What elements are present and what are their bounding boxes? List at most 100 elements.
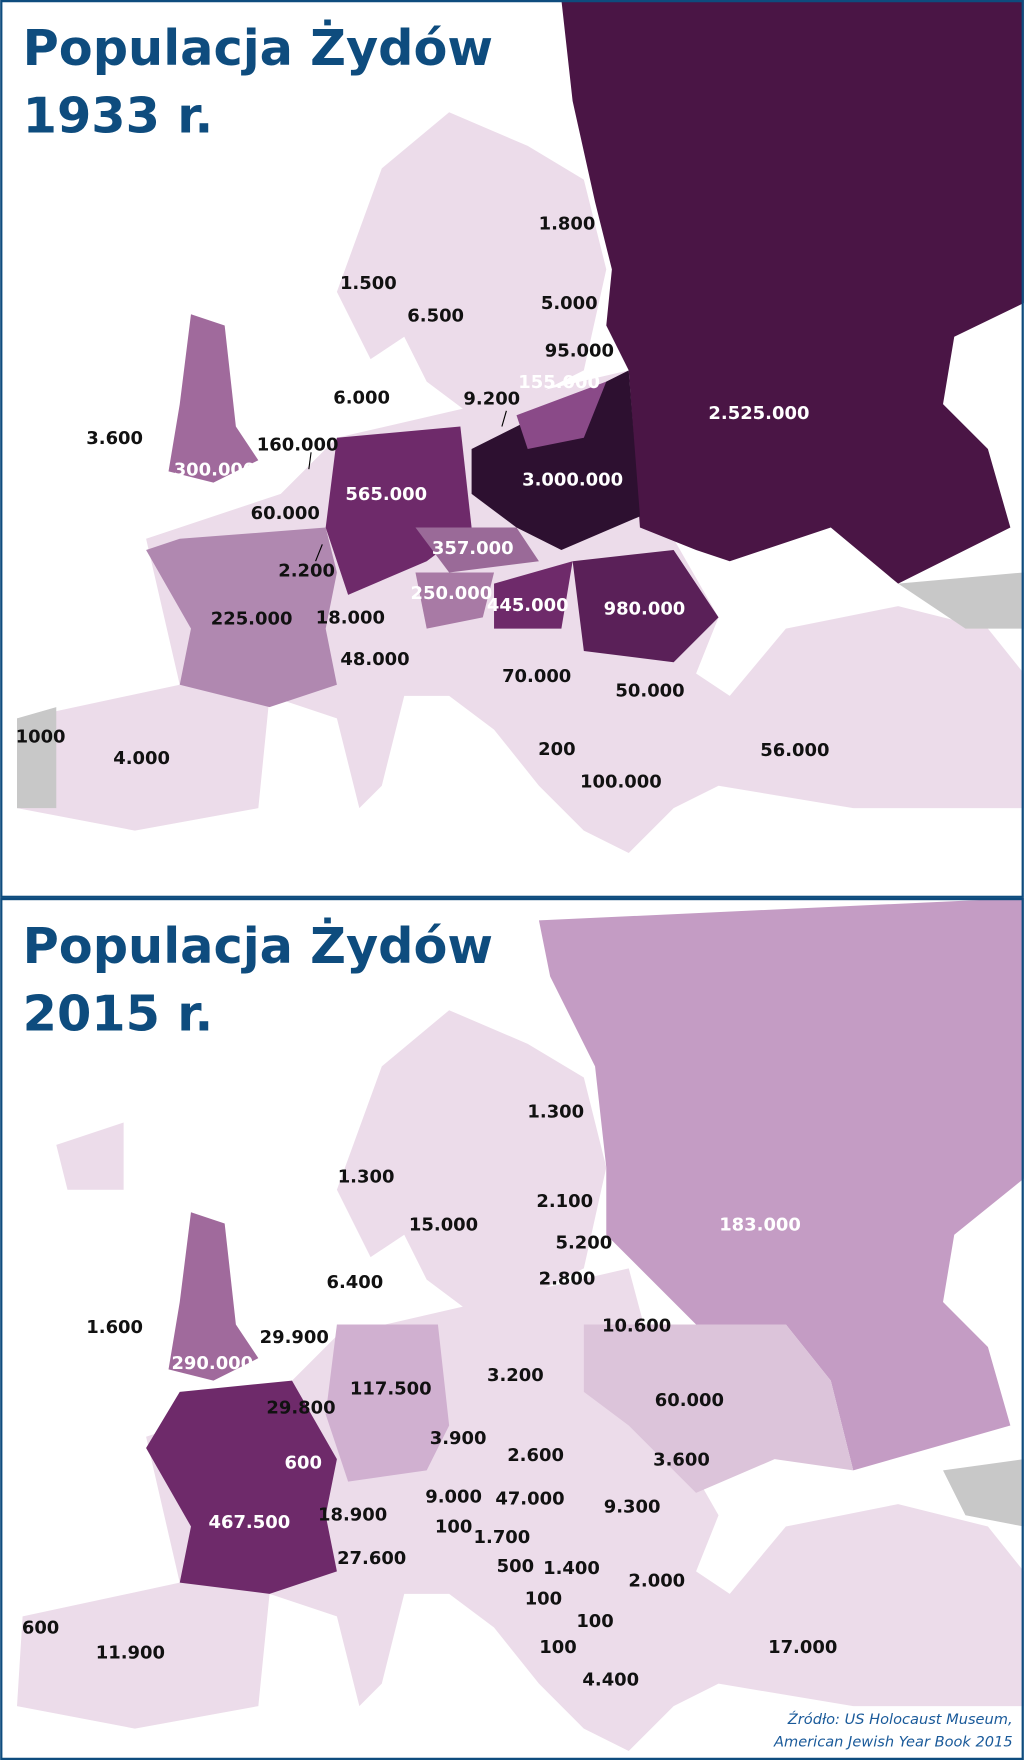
country-label: 5.000 (541, 293, 598, 314)
country-label: 100 (576, 1611, 613, 1632)
country-label: 6.400 (326, 1272, 383, 1293)
uk (168, 1212, 259, 1381)
germany (325, 1324, 450, 1482)
country-label: 3.600 (86, 428, 143, 449)
country-label: 1.300 (338, 1166, 395, 1187)
map-title: Populacja Żydów (23, 18, 493, 77)
source: Źródło: US Holocaust Museum, (787, 1711, 1013, 1728)
country-label: 1.300 (527, 1101, 584, 1122)
map-title: 1933 r. (23, 86, 214, 144)
map-title: 2015 r. (23, 984, 214, 1042)
country-label: 29.800 (266, 1398, 335, 1419)
austria (415, 572, 495, 629)
country-label: 100.000 (580, 771, 662, 792)
country-label: 2.200 (278, 560, 335, 581)
panel-border (0, 897, 1024, 1760)
country-label: 2.800 (539, 1269, 596, 1290)
czechoslovakia (415, 527, 539, 573)
country-label: 100 (539, 1637, 576, 1658)
russia (538, 897, 1024, 1471)
map-1933 (17, 0, 1024, 854)
country-label: 300.000 (174, 459, 256, 480)
country-label: 1.700 (474, 1527, 531, 1548)
country-label: 95.000 (545, 340, 614, 361)
france (146, 527, 337, 708)
country-label: 10.600 (602, 1316, 671, 1337)
country-label: 1.800 (539, 213, 596, 234)
portugal (17, 707, 57, 809)
country-label: 1000 (16, 726, 66, 747)
country-label: 2.000 (628, 1571, 685, 1592)
country-label: 4.000 (113, 748, 170, 769)
country-label: 9.200 (463, 389, 520, 410)
country-label: 1.500 (340, 273, 397, 294)
country-label: 47.000 (495, 1489, 564, 1510)
country-label: 50.000 (615, 680, 684, 701)
scandinavia (336, 112, 607, 416)
country-label: 600 (22, 1618, 59, 1639)
leader-line (501, 410, 507, 427)
country-label: 56.000 (760, 740, 829, 761)
country-label: 5.200 (555, 1233, 612, 1254)
caucasus (898, 572, 1024, 629)
country-label: 11.900 (96, 1642, 165, 1663)
country-label: 6.000 (333, 387, 390, 408)
russia (561, 0, 1024, 584)
country-label: 2.600 (507, 1445, 564, 1466)
country-label: 2.100 (536, 1191, 593, 1212)
country-label: 155.000 (518, 372, 600, 393)
country-label: 467.500 (208, 1512, 290, 1533)
lithuania (516, 381, 607, 449)
country-label: 2.525.000 (708, 403, 809, 424)
country-label: 250.000 (411, 583, 493, 604)
country-label: 9.300 (604, 1496, 661, 1517)
country-label: 500 (497, 1556, 534, 1577)
panel-border (0, 0, 1024, 898)
country-label: 183.000 (719, 1215, 801, 1236)
country-label: 4.400 (582, 1669, 639, 1690)
country-label: 225.000 (211, 609, 293, 630)
country-label: 100 (435, 1517, 472, 1538)
country-label: 100 (525, 1588, 562, 1609)
country-label: 60.000 (251, 503, 320, 524)
country-label: 15.000 (409, 1215, 478, 1236)
country-label: 29.900 (260, 1327, 329, 1348)
country-label: 160.000 (257, 435, 339, 456)
ireland (56, 1122, 124, 1190)
poland (471, 370, 640, 550)
source: American Jewish Year Book 2015 (773, 1734, 1013, 1751)
country-label: 290.000 (171, 1353, 253, 1374)
country-label: 200 (538, 739, 575, 760)
country-label: 600 (284, 1453, 321, 1474)
country-label: 60.000 (655, 1390, 724, 1411)
country-label: 3.900 (430, 1428, 487, 1449)
country-label: 3.000.000 (522, 469, 623, 490)
romania (572, 550, 719, 663)
country-label: 1.600 (86, 1317, 143, 1338)
france (146, 1380, 337, 1594)
ukraine (583, 1324, 854, 1493)
uk (168, 314, 259, 483)
scandinavia (336, 1010, 607, 1314)
country-label: 6.500 (407, 306, 464, 327)
country-label: 27.600 (337, 1548, 406, 1569)
country-label: 48.000 (340, 649, 409, 670)
leader-line (315, 544, 323, 562)
country-label: 117.500 (350, 1379, 432, 1400)
country-label: 17.000 (768, 1637, 837, 1658)
country-label: 18.900 (318, 1504, 387, 1525)
country-label: 565.000 (345, 484, 427, 505)
country-label: 9.000 (425, 1486, 482, 1507)
country-label: 980.000 (604, 598, 686, 619)
caucasus (943, 1459, 1024, 1527)
country-label: 3.200 (487, 1365, 544, 1386)
country-label: 445.000 (487, 595, 569, 616)
leader-line (308, 452, 312, 470)
continent (17, 1268, 1024, 1752)
country-label: 1.400 (543, 1558, 600, 1579)
country-label: 357.000 (432, 538, 514, 559)
map-2015 (17, 897, 1024, 1752)
country-label: 3.600 (653, 1449, 710, 1470)
country-label: 70.000 (502, 666, 571, 687)
